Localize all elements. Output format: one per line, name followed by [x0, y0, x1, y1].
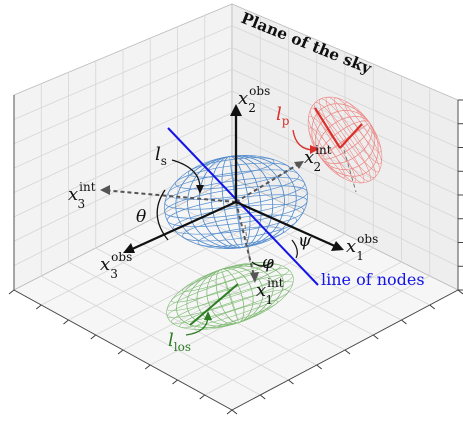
ellipsoid-wire-latitude: [197, 226, 285, 247]
sky-projection-wire-meridian: [311, 103, 379, 177]
sky-projection-wire-latitude: [310, 107, 365, 184]
grid-line: [204, 191, 430, 306]
observer-axes: [129, 112, 338, 252]
x2-int-axis: [235, 161, 303, 203]
lp-label: lp: [276, 104, 290, 128]
tick-mark: [117, 349, 124, 355]
grid-line: [177, 261, 402, 381]
llos-axis: [189, 283, 239, 326]
phi-label: φ: [262, 253, 274, 273]
box-grid: [13, 15, 459, 396]
tick-mark: [172, 379, 178, 385]
line-of-nodes-label: line of nodes: [321, 270, 425, 289]
tick-mark: [372, 334, 379, 340]
x1-obs-arrowhead: [331, 241, 344, 251]
x1-int-arrowhead: [250, 272, 259, 283]
ellipsoid-wire-meridian: [175, 155, 297, 249]
theta-arc: [156, 189, 169, 241]
tick-mark: [63, 319, 69, 325]
x1-int-axis: [235, 201, 256, 281]
x2-int-label: xint 2: [304, 143, 332, 174]
axis-ticks: [8, 99, 463, 415]
tick-mark: [226, 409, 233, 415]
lp-pointer-head: [310, 145, 319, 154]
grid-line: [122, 233, 346, 351]
los-projection-wire-latitude: [171, 264, 281, 303]
sky-projection-wire-latitude: [325, 96, 380, 173]
ellipsoid: [164, 155, 308, 249]
tick-mark: [429, 304, 436, 310]
los-projection-wire-meridian: [176, 264, 284, 328]
grid-line: [204, 275, 430, 396]
ellipsoid-wire-latitude: [187, 157, 275, 178]
sky-projection-wire-latitude: [345, 102, 382, 153]
los-projection-wire-latitude: [181, 262, 266, 292]
los-projection-wire-latitude: [179, 289, 289, 328]
grid-line: [13, 134, 233, 242]
grid-line: [231, 112, 459, 220]
tick-mark: [288, 379, 294, 385]
line-of-nodes: [167, 127, 319, 286]
los-projection-wire-latitude: [166, 273, 294, 319]
ellipsoid-wire-latitude: [164, 185, 308, 219]
x3-int-label: xint 3: [68, 180, 96, 211]
sky-projection-wire-latitude: [308, 127, 345, 178]
x2-obs-arrowhead: [230, 104, 242, 116]
grid-line: [13, 112, 233, 218]
los-projection-wire-latitude: [166, 268, 290, 312]
tick-mark: [90, 334, 97, 340]
theta-label: θ: [136, 207, 146, 227]
lp-axis: [314, 107, 341, 149]
box-frame: [13, 95, 459, 411]
ellipsoid-wire-latitude: [172, 204, 305, 235]
x1-obs-axis: [235, 200, 338, 249]
x3-obs-label: xobs 3: [100, 250, 132, 281]
x2-int-arrowhead: [294, 161, 304, 169]
tick-mark: [231, 409, 238, 415]
llos-label: llos: [168, 330, 191, 354]
x3-int-arrowhead: [100, 185, 110, 195]
projection-sky: [307, 96, 383, 184]
grid-line: [13, 90, 233, 193]
tick-mark: [457, 289, 463, 295]
x3-obs-arrowhead: [123, 243, 135, 253]
tick-mark: [259, 394, 266, 400]
ls-pointer-head: [196, 185, 204, 194]
intrinsic-axes: [101, 149, 357, 281]
x2-obs-label: xobs 2: [238, 84, 270, 115]
x1-int-label: xint 1: [256, 276, 284, 307]
psi-arc: [291, 239, 298, 259]
projection-los: [166, 262, 294, 330]
lp-axis-short: [339, 123, 363, 149]
tick-mark: [344, 349, 351, 355]
tick-mark: [316, 364, 323, 370]
tick-mark: [144, 364, 151, 370]
grid-line: [177, 205, 402, 321]
los-projection-wire-latitude: [194, 300, 279, 330]
x3-obs-axis: [129, 200, 237, 252]
phi-arc: [251, 261, 273, 267]
ls-label: ls: [155, 144, 167, 168]
ls-pointer: [171, 159, 201, 189]
tick-mark: [35, 304, 42, 310]
grid-line: [231, 155, 459, 267]
grid-line: [150, 247, 374, 366]
ellipsoid-wire-latitude: [174, 162, 290, 190]
grid-line: [231, 134, 459, 243]
los-projection-wire-latitude: [170, 280, 294, 324]
x1-obs-label: xobs 1: [346, 232, 378, 263]
proj-to-floor: [244, 224, 251, 263]
x3-int-axis: [101, 189, 237, 203]
tick-mark: [199, 394, 206, 400]
llos-pointer-head: [204, 311, 212, 320]
tick-mark: [8, 289, 15, 295]
psi-label: ψ: [298, 231, 312, 251]
ellipsoid-wire-latitude: [182, 214, 298, 242]
tick-mark: [401, 319, 407, 325]
proj-to-sky: [343, 149, 357, 193]
